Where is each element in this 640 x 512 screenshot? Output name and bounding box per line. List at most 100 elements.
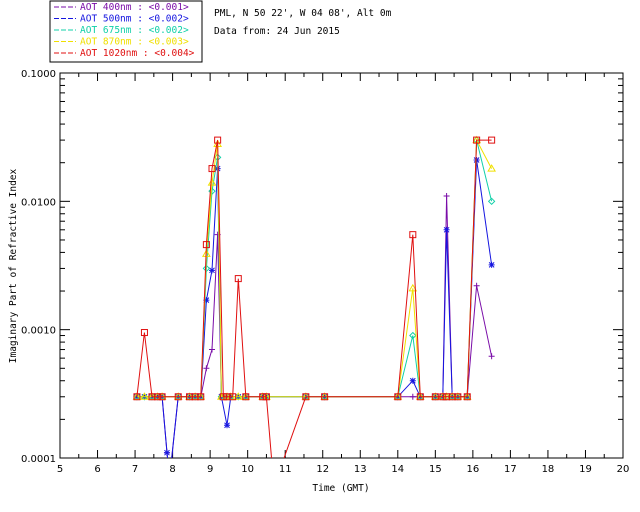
data-point <box>207 178 217 186</box>
x-tick-label: 12 <box>316 464 329 475</box>
data-point <box>453 392 463 400</box>
data-point <box>439 393 447 401</box>
data-point <box>463 393 471 401</box>
data-point <box>140 392 149 400</box>
data-point <box>173 392 183 400</box>
site-info: PML, N 50 22', W 04 08', Alt 0m <box>214 8 392 19</box>
data-point <box>409 331 417 340</box>
y-tick-label: 0.0001 <box>21 454 56 465</box>
data-point <box>394 393 402 401</box>
x-tick-label: 18 <box>542 464 555 475</box>
x-tick-label: 6 <box>94 464 100 475</box>
data-point <box>409 231 417 239</box>
data-point <box>132 392 142 400</box>
data-point <box>196 392 206 400</box>
x-tick-label: 17 <box>504 464 517 475</box>
data-point <box>302 393 310 401</box>
data-point <box>203 297 210 304</box>
data-point <box>447 392 457 400</box>
axis-ticks: 5 6 7 8 9 10 11 12 13 14 15 16 17 18 19 20 0.0001 0.0010 0… <box>21 69 629 475</box>
data-point <box>202 264 211 273</box>
data-point <box>219 393 227 401</box>
x-tick-label: 7 <box>132 464 138 475</box>
data-point <box>393 392 403 400</box>
data-point <box>442 392 451 400</box>
data-point <box>431 393 439 401</box>
y-tick-label: 0.0100 <box>21 197 56 208</box>
data-point <box>197 393 205 401</box>
x-axis-title: Time (GMT) <box>312 483 369 494</box>
data-point <box>430 392 440 400</box>
x-tick-label: 10 <box>241 464 254 475</box>
data-point <box>473 136 481 144</box>
data-point <box>409 377 416 384</box>
data-point <box>133 393 141 401</box>
data-point <box>462 392 472 400</box>
data-point <box>488 261 495 268</box>
data-point <box>408 283 418 292</box>
y-axis-title: Imaginary Part of Refractive Index <box>8 168 19 363</box>
data-point <box>242 393 250 401</box>
data-point <box>140 329 148 337</box>
x-tick-label: 14 <box>391 464 404 475</box>
data-point <box>301 392 311 400</box>
data-point <box>229 393 237 401</box>
data-point <box>202 241 210 249</box>
x-tick-label: 9 <box>207 464 213 475</box>
x-tick-label: 8 <box>169 464 175 475</box>
x-tick-label: 16 <box>466 464 479 475</box>
data-point <box>443 193 450 200</box>
data-point <box>209 346 216 353</box>
x-tick-label: 19 <box>579 464 592 475</box>
x-tick-label: 11 <box>279 464 292 475</box>
data-date: Data from: 24 Jun 2015 <box>214 26 340 37</box>
series-layer <box>132 135 497 458</box>
legend-frame <box>49 0 203 63</box>
data-point <box>443 226 450 233</box>
data-point <box>454 393 462 401</box>
series-line <box>136 139 492 458</box>
data-point <box>154 393 162 401</box>
data-point <box>488 136 496 144</box>
data-point <box>415 392 425 400</box>
data-point <box>158 393 166 401</box>
data-point <box>321 393 329 401</box>
data-point <box>259 393 267 401</box>
legend-label: AOT 870nm : <0.003> <box>80 37 189 48</box>
data-point <box>234 275 242 283</box>
data-point <box>416 393 424 401</box>
y-tick-label: 0.1000 <box>21 69 56 80</box>
data-point <box>487 197 496 206</box>
data-point <box>214 136 222 144</box>
data-point <box>262 393 270 401</box>
data-point <box>208 165 216 173</box>
data-point <box>147 392 157 400</box>
data-point <box>473 282 480 289</box>
y-tick-label: 0.0010 <box>21 326 56 337</box>
data-point <box>473 156 480 163</box>
legend-label: AOT 500nm : <0.002> <box>80 14 189 25</box>
data-point <box>209 267 216 274</box>
data-point <box>163 449 170 456</box>
data-point <box>174 393 182 401</box>
series-5 <box>133 136 496 458</box>
data-point <box>233 392 243 400</box>
data-point <box>320 392 329 400</box>
data-point <box>203 365 210 372</box>
x-tick-label: 15 <box>429 464 442 475</box>
x-tick-label: 5 <box>57 464 63 475</box>
data-point <box>185 392 194 400</box>
x-tick-label: 20 <box>617 464 630 475</box>
legend-label: AOT 675nm : <0.002> <box>80 25 189 36</box>
data-point <box>488 353 495 360</box>
legend-label: AOT 400nm : <0.001> <box>80 2 189 13</box>
data-point <box>409 393 416 400</box>
data-point <box>487 164 497 172</box>
data-point <box>224 422 231 429</box>
legend: AOT 400nm : <0.001>AOT 500nm : <0.002>AO… <box>49 0 203 63</box>
data-point <box>190 392 200 400</box>
data-point <box>241 392 251 400</box>
legend-label: AOT 1020nm : <0.004> <box>80 48 195 59</box>
